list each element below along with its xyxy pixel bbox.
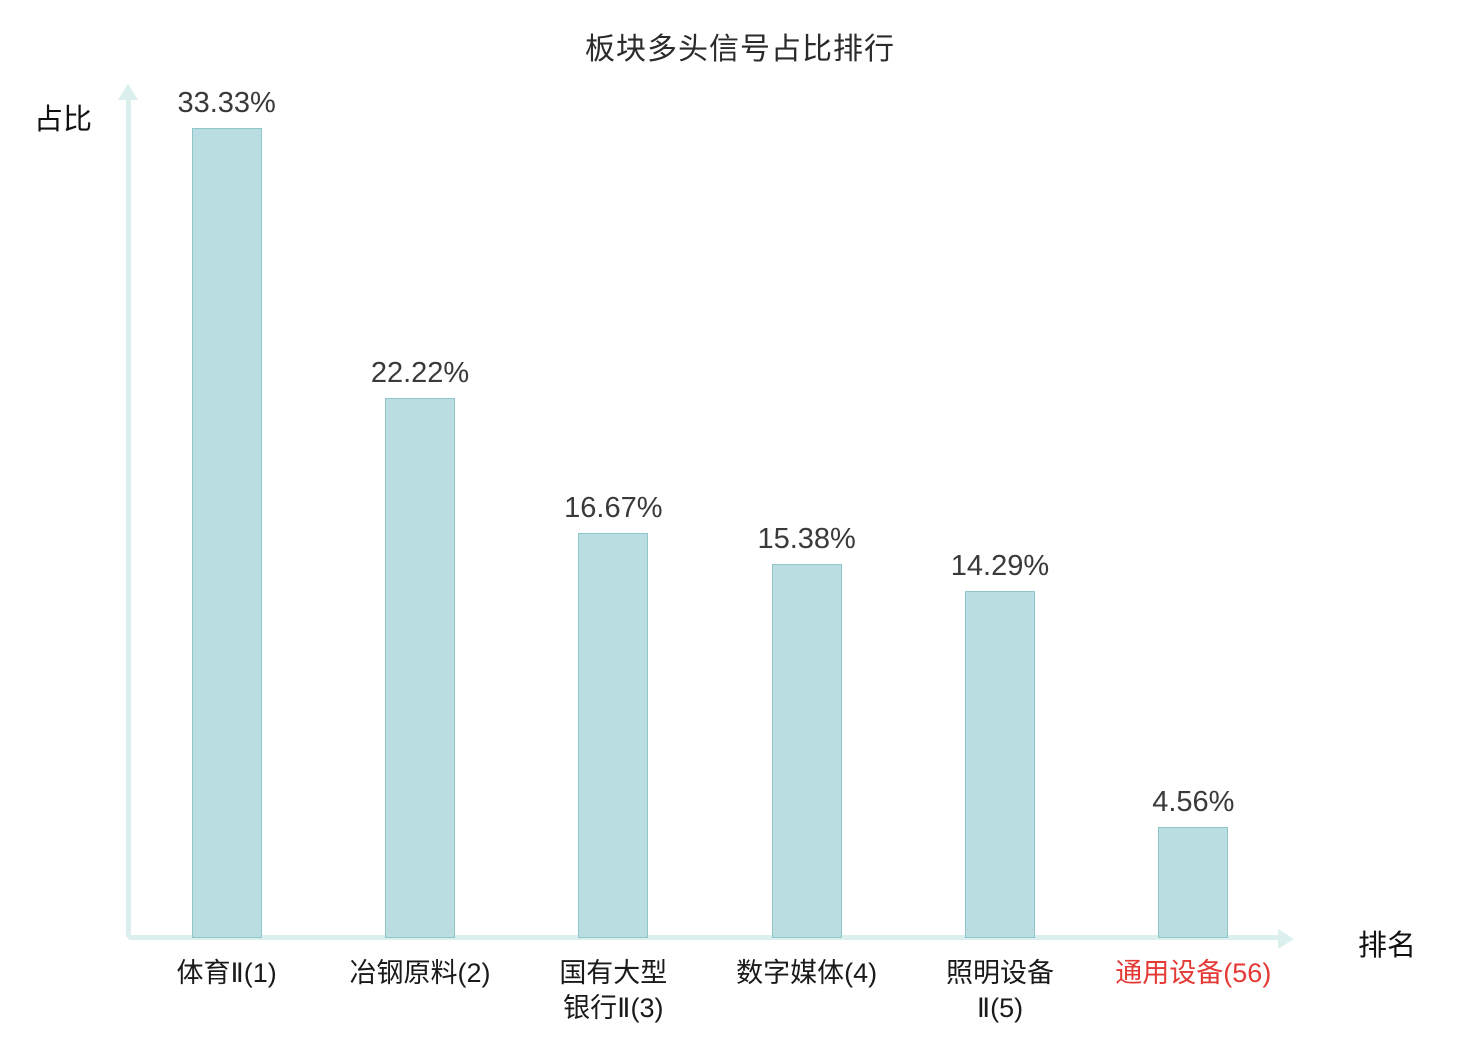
category-label: 体育Ⅱ(1) bbox=[176, 958, 277, 988]
category-label: 国有大型 银行Ⅱ(3) bbox=[559, 958, 668, 1024]
bar-value-label: 4.56% bbox=[1152, 786, 1235, 818]
x-axis-label: 排名 bbox=[1358, 930, 1417, 962]
bar-group: 16.67% bbox=[517, 78, 710, 938]
x-axis-arrow-icon bbox=[1278, 929, 1294, 949]
bar-value-label: 14.29% bbox=[950, 550, 1050, 582]
bar-value-label: 22.22% bbox=[370, 357, 470, 389]
bar bbox=[964, 591, 1035, 938]
y-axis-arrow-icon bbox=[118, 84, 138, 100]
bar bbox=[191, 128, 262, 938]
bar-group: 4.56% bbox=[1097, 78, 1290, 938]
category-labels: 体育Ⅱ(1) 冶钢原料(2) 国有大型 银行Ⅱ(3) 数字媒体(4) 照明设备 Ⅱ(5)… bbox=[130, 956, 1290, 1026]
category-label: 通用设备(56) bbox=[1115, 958, 1272, 988]
bar-group: 33.33% bbox=[130, 78, 323, 938]
x-axis-line bbox=[128, 935, 1280, 940]
category-label: 数字媒体(4) bbox=[736, 958, 878, 988]
bar-group: 14.29% bbox=[903, 78, 1096, 938]
category-label: 冶钢原料(2) bbox=[349, 958, 491, 988]
bar bbox=[771, 564, 842, 938]
bar-group: 15.38% bbox=[710, 78, 903, 938]
bar-value-label: 33.33% bbox=[177, 87, 276, 119]
bar-value-label: 16.67% bbox=[564, 492, 663, 524]
y-axis-line bbox=[126, 98, 131, 938]
bar-value-label: 15.38% bbox=[757, 523, 856, 555]
y-axis-label: 占比 bbox=[34, 104, 93, 136]
bar bbox=[1158, 827, 1229, 938]
bar bbox=[384, 398, 455, 938]
bar bbox=[578, 533, 649, 938]
bar-group: 22.22% bbox=[323, 78, 516, 938]
category-label: 照明设备 Ⅱ(5) bbox=[945, 958, 1054, 1024]
chart-title: 板块多头信号占比排行 bbox=[585, 33, 895, 66]
bars-area: 33.33% 22.22% 16.67% 15.38% 14.29% 4.56% bbox=[130, 78, 1290, 938]
